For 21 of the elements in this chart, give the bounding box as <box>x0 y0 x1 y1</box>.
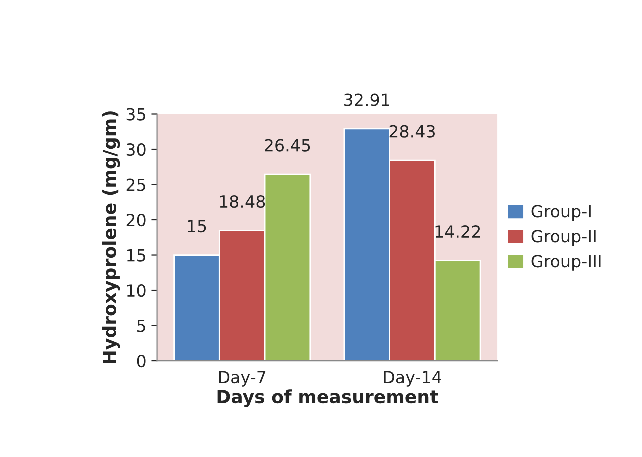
x-axis-title: Days of measurement <box>218 390 438 408</box>
legend-label: Group-I <box>532 205 591 221</box>
y-tick-label: 30 <box>126 143 146 156</box>
y-tick-label: 0 <box>137 354 146 368</box>
x-tick-label: Day-14 <box>384 371 442 387</box>
y-tick-label: 10 <box>127 284 146 298</box>
y-tick-label: 20 <box>126 214 146 227</box>
data-label: 14.22 <box>436 225 480 238</box>
data-label: 28.43 <box>390 125 436 138</box>
data-label: 32.91 <box>344 94 390 106</box>
y-tick-label: 25 <box>126 178 146 192</box>
y-tick-label: 5 <box>138 320 146 332</box>
data-label: 15 <box>188 220 206 233</box>
data-label: 18.48 <box>220 195 266 208</box>
x-tick-label: Day-7 <box>219 371 266 387</box>
y-tick-label: 35 <box>126 108 146 121</box>
legend-label: Group-III <box>532 255 601 271</box>
data-label: 26.45 <box>265 139 310 152</box>
y-tick-label: 15 <box>127 249 146 262</box>
y-axis-title: Hydroxyprolene (mg/gm) <box>102 112 120 364</box>
legend-label: Group-II <box>532 230 596 246</box>
